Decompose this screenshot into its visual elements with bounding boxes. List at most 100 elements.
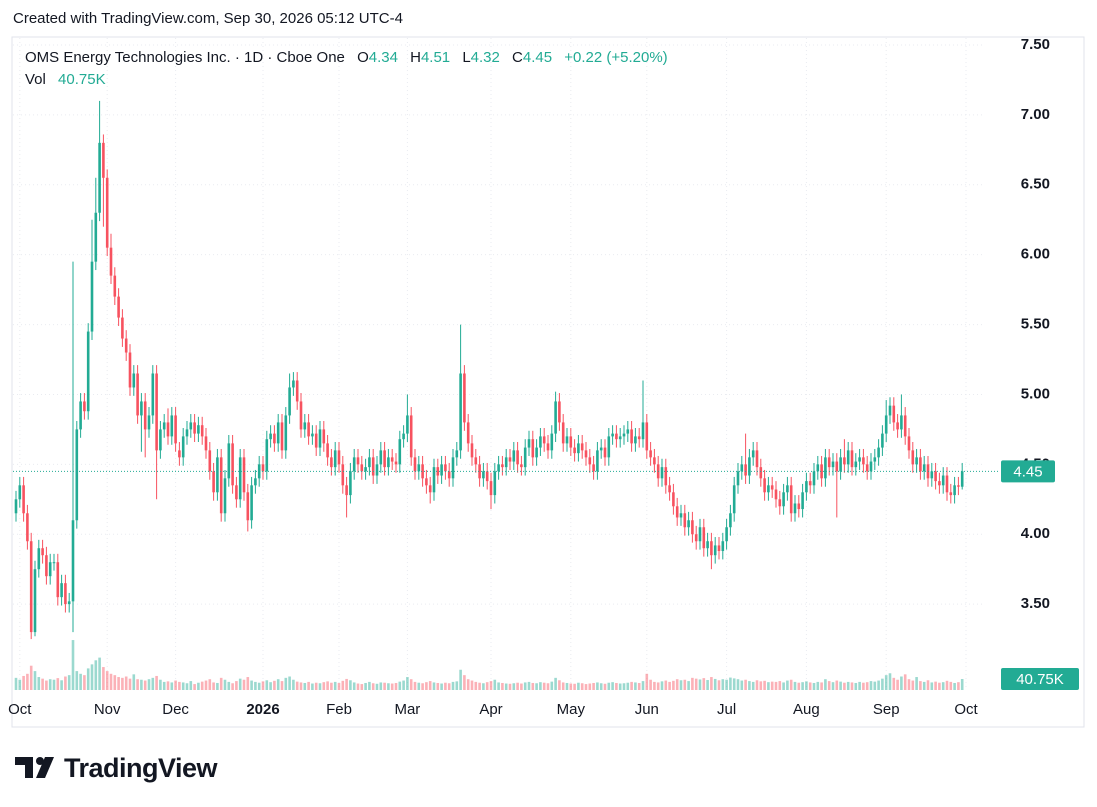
volume-bar [246, 677, 250, 690]
candle-body [831, 461, 835, 468]
volume-bar [569, 683, 573, 690]
candle-body [326, 443, 329, 458]
candle-body [299, 401, 303, 430]
volume-bar [577, 682, 580, 690]
volume-bar [748, 681, 751, 690]
volume-bar [691, 677, 694, 690]
x-tick-label: Nov [94, 701, 121, 718]
x-tick-label: Oct [8, 701, 32, 718]
candle-body [618, 436, 622, 440]
candle-body [22, 485, 25, 514]
candle-body [907, 436, 911, 451]
volume-bar [314, 682, 318, 690]
candle-body [763, 478, 766, 493]
candle-body [953, 485, 956, 496]
candle-body [748, 457, 751, 476]
candle-body [960, 471, 964, 487]
candle-body [672, 492, 675, 507]
candle-body [694, 534, 698, 542]
candle-body [554, 401, 557, 434]
candle-body [797, 503, 801, 510]
volume-bar [200, 681, 204, 690]
candle-body [273, 433, 276, 444]
volume-bar [736, 679, 740, 690]
y-tick-label: 7.50 [1021, 36, 1050, 53]
candle-body [29, 541, 33, 633]
volume-bar [960, 678, 964, 690]
volume-bar [41, 678, 44, 690]
candle-body [949, 492, 953, 496]
volume-bar [375, 683, 379, 690]
candle-body [379, 450, 383, 465]
candle-body [903, 415, 907, 437]
volume-bar [147, 679, 151, 690]
volume-bar [311, 683, 314, 690]
volume-bar [713, 678, 717, 690]
volume-bar [463, 675, 466, 690]
volume-bar [694, 678, 698, 690]
candle-body [136, 373, 139, 416]
candle-body [911, 450, 915, 465]
candle-body [440, 464, 443, 476]
volume-bar [113, 675, 117, 690]
volume-bar [356, 683, 360, 690]
volume-bar [767, 682, 770, 690]
volume-bar [193, 684, 196, 690]
volume-bar [466, 679, 470, 690]
volume-bar [949, 681, 953, 690]
volume-bar [683, 679, 687, 690]
volume-bar [64, 676, 67, 690]
candle-body [558, 401, 561, 423]
candle-body [417, 464, 421, 472]
candle-body [546, 443, 550, 451]
candle-body [261, 464, 265, 472]
volume-bar [934, 681, 937, 690]
volume-bar [223, 679, 227, 690]
volume-bar [881, 678, 884, 690]
volume-bar [827, 681, 831, 690]
candle-body [197, 425, 200, 434]
volume-bar [162, 681, 166, 690]
candle-body [345, 485, 348, 496]
volume-bar [884, 675, 888, 690]
candle-body [683, 513, 687, 528]
candle-body [231, 443, 234, 486]
candle-body [105, 177, 109, 248]
candle-body [269, 433, 272, 440]
candle-body [406, 415, 409, 434]
candle-body [827, 457, 831, 468]
candle-body [512, 450, 516, 462]
candle-body [387, 457, 390, 468]
candle-body [56, 562, 60, 598]
candle-body [877, 447, 880, 458]
candle-body [835, 461, 839, 472]
candle-body [607, 436, 611, 458]
x-tick-label: Sep [873, 701, 900, 718]
candle-body [755, 450, 759, 468]
volume-bar [953, 682, 956, 690]
candle-body [854, 461, 858, 468]
volume-bar [455, 681, 459, 690]
volume-bar [539, 682, 542, 690]
x-tick-label: Jul [717, 701, 736, 718]
ohlc-label: O [357, 49, 369, 66]
volume-bar [770, 681, 774, 690]
volume-bar [501, 682, 504, 690]
volume-bar [459, 669, 462, 690]
candle-body [318, 429, 322, 448]
candle-body [444, 464, 447, 472]
volume-bar [440, 683, 443, 690]
candle-body [155, 373, 158, 451]
volume-bar [295, 681, 299, 690]
volume-bar [22, 675, 25, 690]
volume-bar [675, 679, 679, 690]
logo-icon [15, 757, 54, 778]
candle-body [235, 485, 238, 500]
candle-body [432, 467, 436, 493]
volume-bar [561, 682, 565, 690]
candle-body [402, 433, 405, 440]
volume-bar [717, 680, 721, 690]
volume-bar [155, 675, 158, 690]
volume-bar [740, 680, 744, 690]
grid [13, 38, 985, 690]
